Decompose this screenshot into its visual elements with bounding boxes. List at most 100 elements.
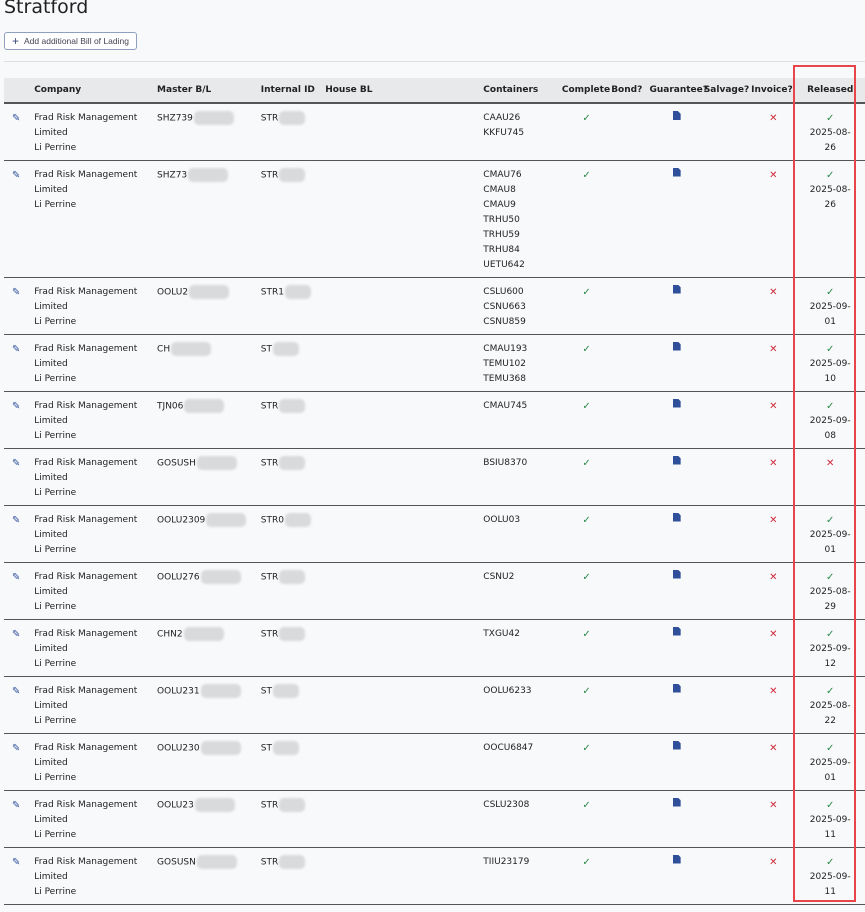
pdf-document-icon[interactable] xyxy=(672,683,681,693)
redaction-blur xyxy=(279,167,306,182)
pdf-document-icon[interactable] xyxy=(672,740,681,750)
col-internal-id[interactable]: Internal ID xyxy=(260,78,326,104)
redaction-blur xyxy=(183,626,224,641)
check-icon: ✓ xyxy=(582,742,591,754)
edit-pencil-icon[interactable]: ✎ xyxy=(12,400,21,412)
edit-pencil-icon[interactable]: ✎ xyxy=(12,856,21,868)
container-number: UETU642 xyxy=(483,259,525,270)
pdf-document-icon[interactable] xyxy=(672,626,681,636)
released-date: 2025-08-22 xyxy=(809,700,851,726)
company-name: Frad Risk Management Limited xyxy=(34,628,138,654)
pdf-document-icon[interactable] xyxy=(672,512,681,522)
cross-icon: ✕ xyxy=(769,169,778,181)
col-bond[interactable]: Bond? xyxy=(611,78,650,104)
container-number: CMAU745 xyxy=(483,400,528,411)
bills-of-lading-table: Company Master B/L Internal ID House BL … xyxy=(4,78,865,905)
add-bill-of-lading-button[interactable]: + Add additional Bill of Lading xyxy=(4,32,137,50)
edit-pencil-icon[interactable]: ✎ xyxy=(12,571,21,583)
edit-pencil-icon[interactable]: ✎ xyxy=(12,799,21,811)
table-row: ✎ Frad Risk Management Limited Li Perrin… xyxy=(4,391,865,449)
redaction-blur xyxy=(200,740,241,755)
internal-id: STR xyxy=(260,401,279,411)
edit-pencil-icon[interactable]: ✎ xyxy=(12,113,21,124)
cross-icon: ✕ xyxy=(769,856,778,868)
contact-name: Li Perrine xyxy=(34,829,77,840)
pdf-document-icon[interactable] xyxy=(672,167,681,177)
check-icon: ✓ xyxy=(826,742,835,754)
container-number: OOLU6233 xyxy=(483,685,532,696)
edit-pencil-icon[interactable]: ✎ xyxy=(12,169,21,181)
check-icon: ✓ xyxy=(582,400,591,412)
master-bl: GOSUSH xyxy=(157,458,196,468)
col-salvage[interactable]: Salvage? xyxy=(703,78,752,104)
edit-pencil-icon[interactable]: ✎ xyxy=(12,343,21,355)
container-number: TRHU59 xyxy=(483,229,520,240)
check-icon: ✓ xyxy=(826,113,835,124)
col-complete[interactable]: Complete xyxy=(561,78,612,104)
col-invoice[interactable]: Invoice? xyxy=(751,78,796,104)
pdf-document-icon[interactable] xyxy=(672,455,681,465)
released-date: 2025-09-01 xyxy=(809,301,851,327)
redaction-blur xyxy=(279,626,306,641)
internal-id: STR1 xyxy=(260,287,284,297)
check-icon: ✓ xyxy=(826,628,835,640)
table-row: ✎ Frad Risk Management Limited Li Perrin… xyxy=(4,790,865,848)
col-master-bl[interactable]: Master B/L xyxy=(157,78,261,104)
edit-pencil-icon[interactable]: ✎ xyxy=(12,457,21,469)
contact-name: Li Perrine xyxy=(34,544,77,555)
company-name: Frad Risk Management Limited xyxy=(34,799,138,825)
page-title: Stratford xyxy=(4,0,89,18)
edit-pencil-icon[interactable]: ✎ xyxy=(12,742,21,754)
check-icon: ✓ xyxy=(582,685,591,697)
check-icon: ✓ xyxy=(582,514,591,526)
released-date: 2025-08-29 xyxy=(809,586,851,612)
company-name: Frad Risk Management Limited xyxy=(34,685,138,711)
pdf-document-icon[interactable] xyxy=(672,398,681,408)
redaction-blur xyxy=(284,284,311,299)
redaction-blur xyxy=(196,455,237,470)
pdf-document-icon[interactable] xyxy=(672,797,681,807)
container-number: KKFU745 xyxy=(483,128,525,138)
edit-pencil-icon[interactable]: ✎ xyxy=(12,628,21,640)
cross-icon: ✕ xyxy=(769,343,778,355)
redaction-blur xyxy=(193,111,234,125)
master-bl: OOLU276 xyxy=(157,572,200,582)
internal-id: STR xyxy=(260,800,279,810)
table-row: ✎ Frad Risk Management Limited Li Perrin… xyxy=(4,562,865,620)
contact-name: Li Perrine xyxy=(34,715,77,726)
check-icon: ✓ xyxy=(582,571,591,583)
contact-name: Li Perrine xyxy=(34,373,77,384)
divider xyxy=(4,61,865,62)
table-row: ✎ Frad Risk Management Limited Li Perrin… xyxy=(4,676,865,734)
internal-id: ST xyxy=(260,743,272,753)
check-icon: ✓ xyxy=(826,286,835,298)
pdf-document-icon[interactable] xyxy=(672,854,681,864)
col-containers[interactable]: Containers xyxy=(483,78,562,104)
container-number: TEMU368 xyxy=(483,373,527,384)
col-company[interactable]: Company xyxy=(34,78,158,104)
master-bl: CHN2 xyxy=(157,629,183,639)
container-number: TRHU50 xyxy=(483,214,520,225)
pdf-document-icon[interactable] xyxy=(672,569,681,579)
edit-pencil-icon[interactable]: ✎ xyxy=(12,685,21,697)
col-house-bl[interactable]: House BL xyxy=(325,78,484,104)
internal-id: STR0 xyxy=(260,515,284,525)
pdf-document-icon[interactable] xyxy=(672,284,681,294)
company-name: Frad Risk Management Limited xyxy=(34,343,138,369)
edit-pencil-icon[interactable]: ✎ xyxy=(12,514,21,526)
container-number: CMAU8 xyxy=(483,184,516,195)
table-row: ✎ Frad Risk Management Limited Li Perrin… xyxy=(4,619,865,677)
col-guarantee[interactable]: Guarantee? xyxy=(649,78,708,104)
container-number: CSNU859 xyxy=(483,316,526,327)
contact-name: Li Perrine xyxy=(34,658,77,669)
table-row: ✎ Frad Risk Management Limited Li Perrin… xyxy=(4,277,865,335)
redaction-blur xyxy=(196,854,237,869)
edit-pencil-icon[interactable]: ✎ xyxy=(12,286,21,298)
col-released[interactable]: Released xyxy=(795,78,865,104)
table-row: ✎ Frad Risk Management Limited Li Perrin… xyxy=(4,733,865,791)
add-bill-of-lading-label: Add additional Bill of Lading xyxy=(24,36,129,46)
pdf-document-icon[interactable] xyxy=(672,341,681,351)
container-number: CSLU600 xyxy=(483,286,524,297)
pdf-document-icon[interactable] xyxy=(672,111,681,120)
cross-icon: ✕ xyxy=(826,457,835,469)
